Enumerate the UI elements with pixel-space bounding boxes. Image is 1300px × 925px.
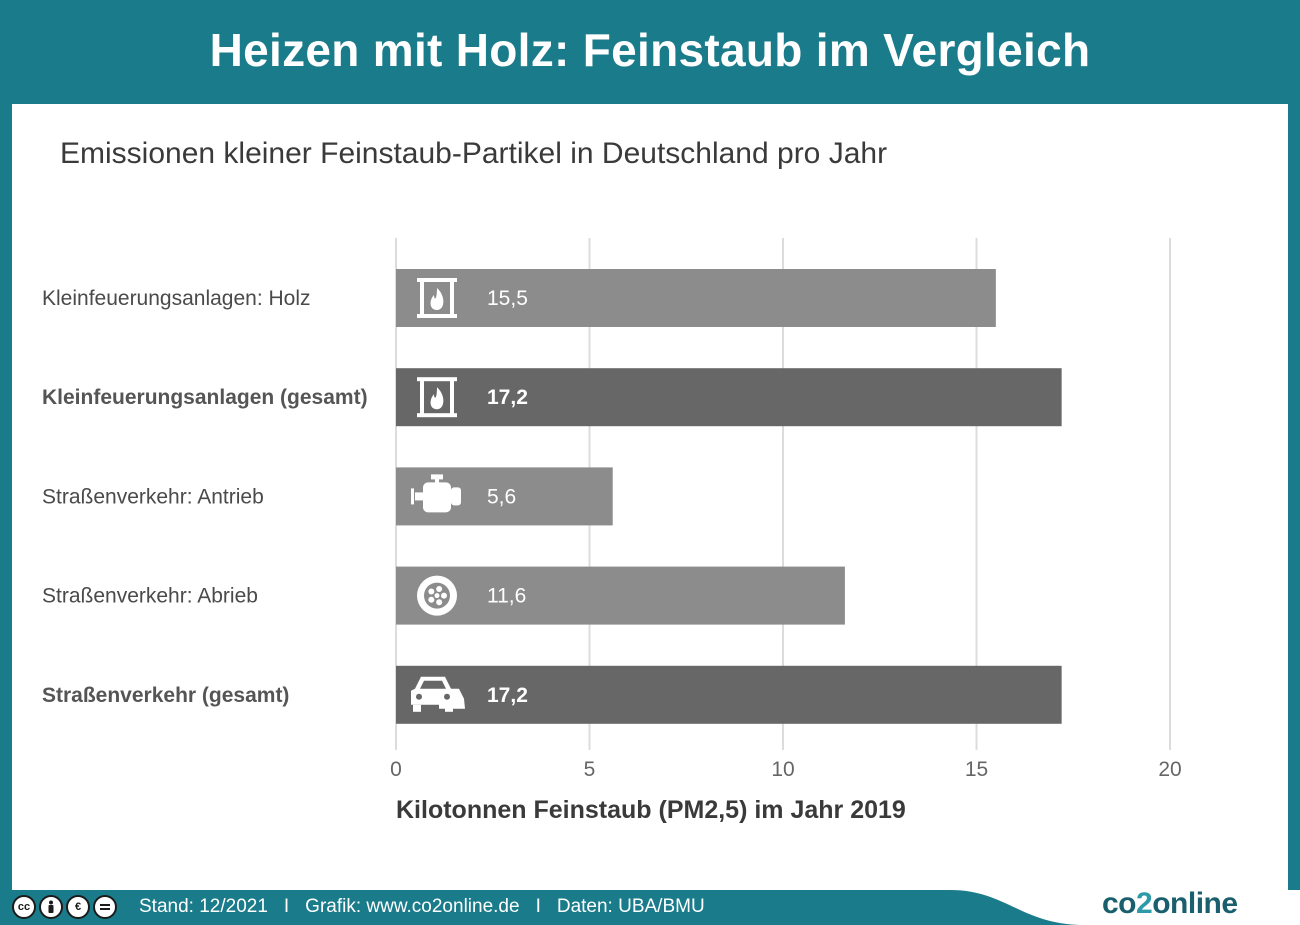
chart-panel: [12, 104, 1288, 890]
bar: [396, 368, 1062, 427]
by-icon: [39, 895, 63, 919]
category-label: Kleinfeuerungsanlagen: Holz: [42, 287, 311, 310]
data-label: 17,2: [487, 684, 528, 707]
footer-grafik: Grafik: www.co2online.de: [305, 896, 520, 917]
bar-chart: Kleinfeuerungsanlagen: Holz 15,5 Kleinfeue…: [42, 238, 1182, 824]
footer-separator: I: [283, 896, 290, 917]
category-label: Straßenverkehr (gesamt): [42, 684, 289, 707]
x-tick-label: 20: [1158, 758, 1181, 781]
bar: [396, 665, 1062, 724]
logo-part-co: co: [1102, 887, 1137, 920]
logo-part-online: online: [1152, 887, 1238, 920]
footer-separator: I: [535, 896, 541, 917]
data-label: 11,6: [487, 585, 526, 608]
bar: [396, 566, 845, 625]
footer-stand: Stand: 12/2021: [139, 896, 268, 917]
data-label: 17,2: [487, 386, 528, 409]
data-label: 15,5: [487, 287, 528, 310]
cars-icon: [411, 676, 465, 712]
cc-icon: cc: [12, 895, 36, 919]
engine-icon: [411, 474, 461, 513]
x-tick-label: 10: [771, 758, 794, 781]
footer-band: [0, 890, 1080, 925]
footer: [0, 890, 1300, 925]
chart-title: Heizen mit Holz: Feinstaub im Vergleich: [209, 24, 1091, 76]
fireplace-icon: [417, 278, 457, 318]
fireplace-icon: [417, 377, 457, 418]
category-label: Kleinfeuerungsanlagen (gesamt): [42, 386, 368, 409]
license-icons: cc €: [12, 895, 117, 919]
chart-subtitle: Emissionen kleiner Feinstaub-Partikel in…: [60, 137, 888, 170]
footer-text: Stand: 12/2021 I Grafik: www.co2online.de I…: [139, 896, 705, 918]
nc-icon: €: [66, 895, 90, 919]
footer-daten: Daten: UBA/BMU: [556, 896, 705, 917]
co2online-logo: co2online: [1102, 887, 1238, 921]
x-axis-title: Kilotonnen Feinstaub (PM2,5) im Jahr 201…: [396, 796, 906, 824]
category-label: Straßenverkehr: Antrieb: [42, 485, 264, 508]
x-tick-label: 15: [965, 758, 988, 781]
x-tick-label: 5: [584, 758, 596, 781]
data-label: 5,6: [487, 485, 516, 508]
nd-icon: [93, 895, 117, 919]
x-tick-label: 0: [390, 758, 402, 781]
logo-part-2: 2: [1136, 887, 1153, 920]
bar: [396, 269, 996, 327]
title-bar: Heizen mit Holz: Feinstaub im Vergleich: [0, 0, 1300, 104]
category-label: Straßenverkehr: Abrieb: [42, 585, 258, 608]
wheel-icon: [417, 575, 457, 616]
